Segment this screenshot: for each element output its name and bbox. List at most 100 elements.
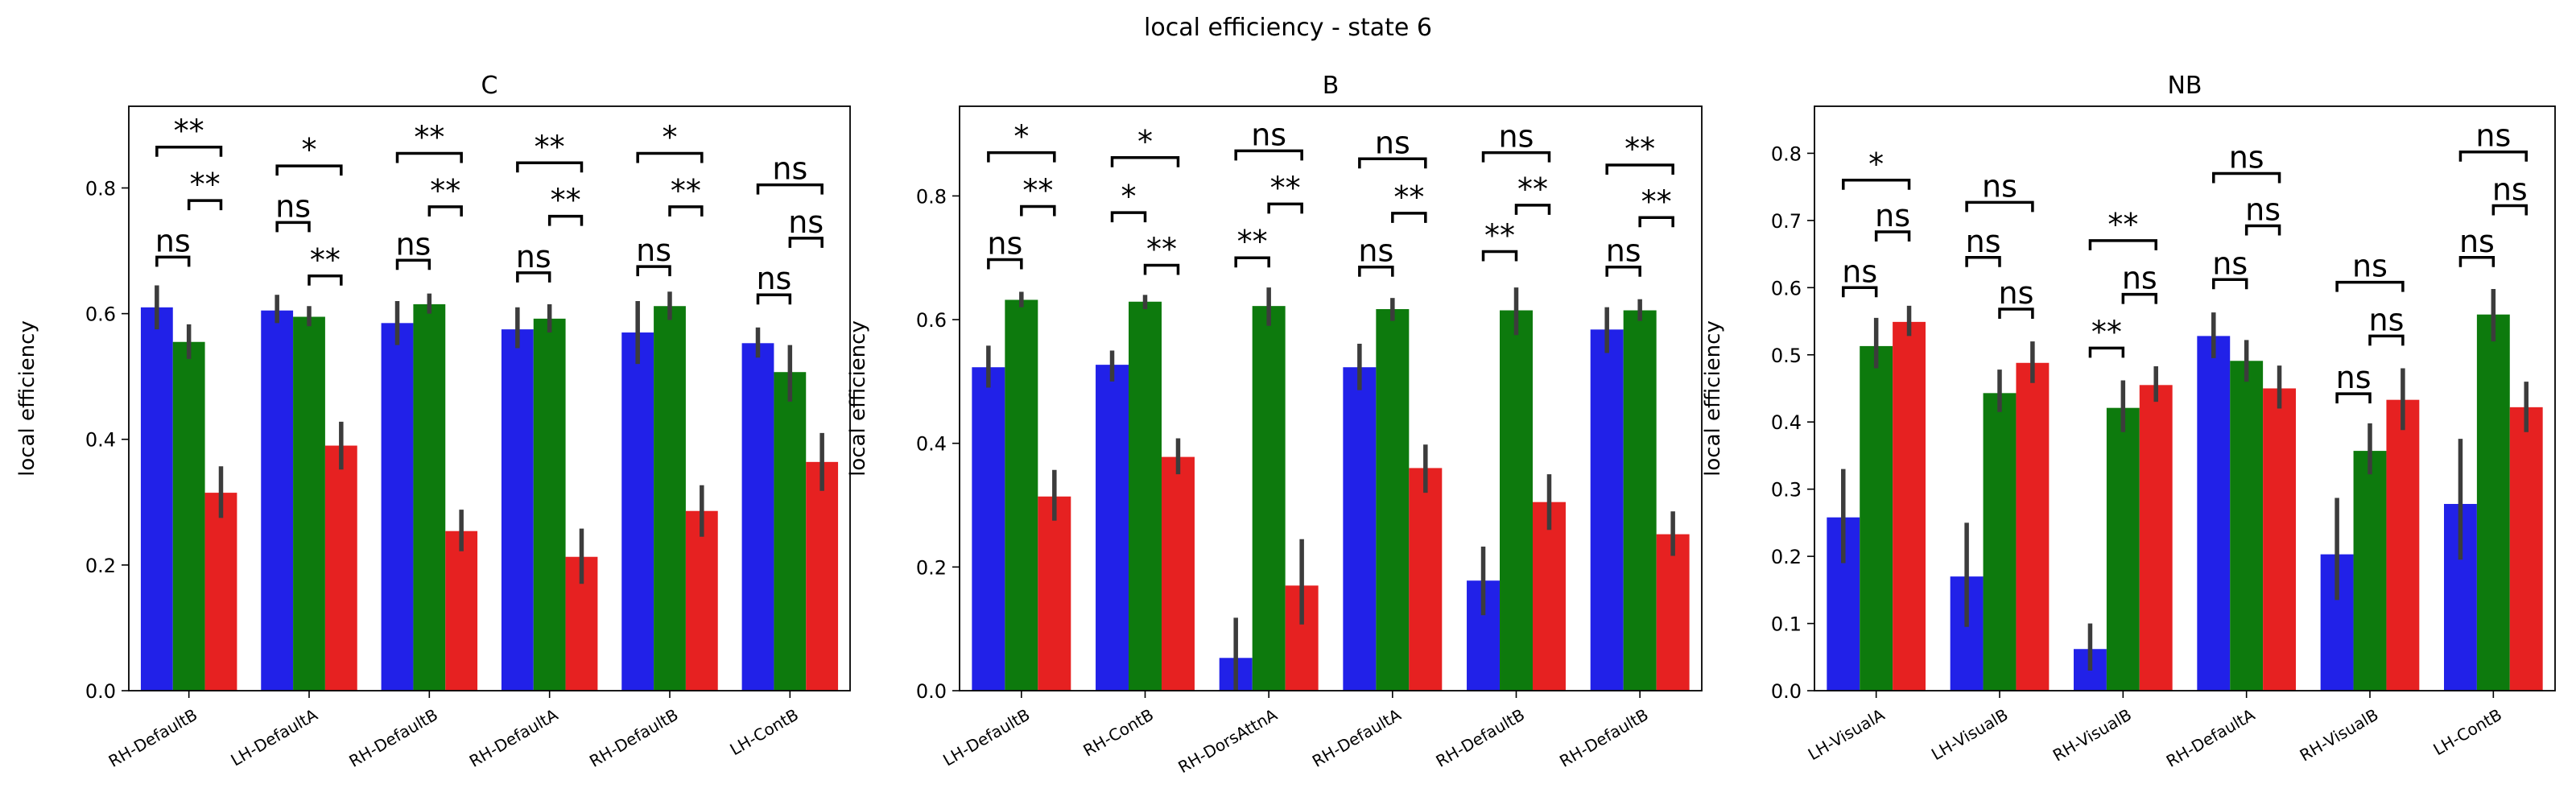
x-tick-label: RH-DefaultB xyxy=(105,705,200,771)
bar xyxy=(774,372,807,691)
bar xyxy=(501,329,534,691)
significance-bracket xyxy=(2244,224,2281,236)
bar xyxy=(1376,308,1410,691)
significance-label: * xyxy=(1868,147,1884,182)
significance-bracket xyxy=(1965,256,2001,267)
y-tick-label: 0.4 xyxy=(85,429,116,452)
significance-label: ns xyxy=(1982,168,2017,204)
x-tick-label: LH-VisualB xyxy=(1928,705,2012,765)
y-tick-label: 0.2 xyxy=(85,555,116,577)
significance-bracket xyxy=(427,205,463,217)
significance-bracket xyxy=(1234,149,1303,161)
significance-label: ** xyxy=(414,120,444,155)
y-tick-label: 0.5 xyxy=(1771,345,1802,367)
bar xyxy=(1252,306,1286,691)
x-tick-label: LH-DefaultB xyxy=(939,705,1033,770)
bar xyxy=(2106,407,2140,691)
significance-bracket xyxy=(636,265,671,277)
significance-label: * xyxy=(1013,119,1029,155)
significance-bracket xyxy=(2335,392,2372,404)
y-axis-label: local efficiency xyxy=(1701,320,1725,477)
significance-bracket xyxy=(2121,292,2157,304)
x-tick-label: LH-ContB xyxy=(2430,705,2505,760)
significance-label: ns xyxy=(1375,125,1410,160)
significance-label: ns xyxy=(2229,139,2264,175)
significance-label: ** xyxy=(671,173,701,208)
significance-bracket xyxy=(2335,280,2405,292)
significance-bracket xyxy=(1143,263,1180,275)
significance-bracket xyxy=(1842,286,1878,298)
bar xyxy=(533,318,566,691)
x-tick-label: LH-VisualA xyxy=(1805,704,1889,764)
y-tick-label: 0.6 xyxy=(1771,277,1802,299)
significance-bracket xyxy=(1638,216,1674,228)
x-tick-label: RH-DefaultA xyxy=(1309,704,1405,770)
x-tick-label: LH-ContB xyxy=(727,705,802,760)
bar xyxy=(381,323,414,691)
bar xyxy=(140,307,173,691)
significance-label: ** xyxy=(174,114,204,149)
bar xyxy=(1129,301,1162,691)
bar xyxy=(1860,345,1893,691)
significance-bracket xyxy=(1110,156,1180,167)
significance-label: * xyxy=(663,120,678,155)
y-tick-label: 0.6 xyxy=(85,303,116,326)
bar xyxy=(1500,310,1533,691)
significance-bracket xyxy=(1358,265,1394,277)
bar xyxy=(204,493,237,691)
x-tick-label: RH-DorsAttnA xyxy=(1174,704,1281,777)
bar xyxy=(1590,329,1624,691)
x-tick-label: RH-DefaultB xyxy=(345,705,440,771)
significance-label: ns xyxy=(1966,224,2001,259)
panel-title: B xyxy=(1323,72,1340,100)
bar xyxy=(2353,451,2387,691)
y-tick-label: 0.0 xyxy=(916,680,947,703)
significance-bracket xyxy=(788,237,824,248)
significance-bracket xyxy=(187,199,223,211)
panel-title: NB xyxy=(2167,72,2202,100)
significance-label: * xyxy=(1137,124,1153,159)
chart-panel-nb: NB local efficiency 0.0 0.1 0.2 0.3 0.4 0.5 0.6 0… xyxy=(1701,72,2556,771)
significance-bracket xyxy=(516,271,551,283)
significance-bracket xyxy=(1842,179,1911,190)
significance-bracket xyxy=(2088,239,2157,250)
x-tick-label: RH-VisualB xyxy=(2050,705,2135,766)
significance-bracket xyxy=(2212,278,2248,290)
bar xyxy=(685,510,718,691)
y-tick-label: 0.1 xyxy=(1771,613,1802,636)
significance-label: ** xyxy=(190,167,221,202)
significance-bracket xyxy=(1605,163,1674,175)
y-tick-label: 0.0 xyxy=(85,680,116,703)
significance-label: ns xyxy=(2459,224,2495,259)
significance-bracket xyxy=(1358,157,1427,169)
significance-label: ns xyxy=(275,188,311,224)
significance-label: * xyxy=(302,132,317,167)
bar xyxy=(654,306,686,691)
y-tick-label: 0.6 xyxy=(916,309,947,332)
significance-bracket xyxy=(2212,171,2281,184)
y-tick-label: 0.4 xyxy=(916,433,947,456)
x-tick-label: RH-DefaultA xyxy=(2163,704,2259,770)
bar xyxy=(2263,388,2296,691)
significance-label: ns xyxy=(2212,246,2248,281)
bar xyxy=(806,461,839,691)
significance-label: ** xyxy=(1237,224,1268,259)
axes-frame xyxy=(128,105,851,691)
bar xyxy=(2509,407,2543,691)
y-tick-label: 0.3 xyxy=(1771,479,1802,502)
y-tick-label: 0.2 xyxy=(916,556,947,579)
significance-label: ns xyxy=(2122,261,2157,296)
significance-bracket xyxy=(2368,334,2405,346)
significance-label: ns xyxy=(756,261,791,296)
significance-bracket xyxy=(1234,256,1270,268)
significance-bracket xyxy=(2491,204,2528,216)
significance-label: ns xyxy=(636,233,671,268)
significance-bracket xyxy=(1267,202,1303,214)
bar xyxy=(741,343,774,691)
significance-label: ** xyxy=(1517,171,1548,207)
significance-bracket xyxy=(155,145,223,157)
bar xyxy=(1161,456,1195,691)
significance-bracket xyxy=(547,214,584,226)
significance-label: ** xyxy=(551,183,581,218)
